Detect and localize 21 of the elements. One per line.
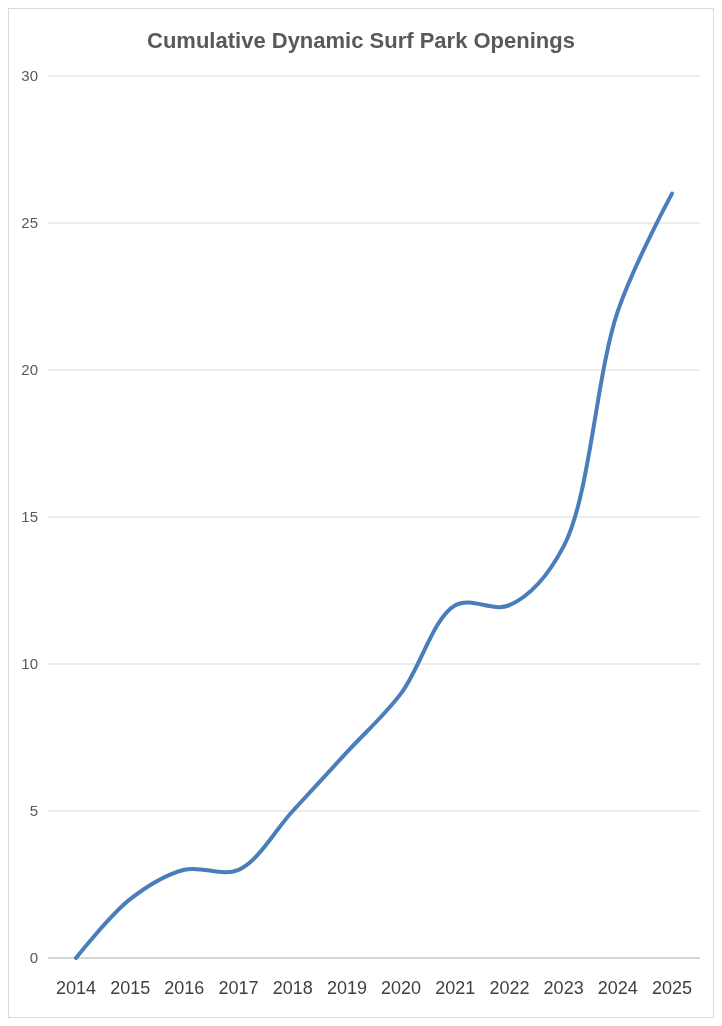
- y-tick-label: 30: [21, 67, 38, 85]
- x-tick-label: 2017: [218, 978, 259, 998]
- y-tick-label: 5: [29, 802, 38, 820]
- y-tick-label: 25: [21, 214, 38, 232]
- x-tick-label: 2024: [597, 978, 638, 998]
- y-tick-label: 15: [21, 508, 38, 526]
- x-tick-label: 2014: [55, 978, 97, 998]
- y-tick-label: 0: [29, 949, 38, 967]
- x-tick-label: 2022: [489, 978, 530, 998]
- chart-title: Cumulative Dynamic Surf Park Openings: [147, 28, 575, 53]
- x-tick-label: 2020: [381, 978, 422, 998]
- x-tick-label: 2025: [651, 978, 693, 998]
- x-tick-label: 2023: [543, 978, 584, 998]
- x-tick-label: 2015: [110, 978, 151, 998]
- x-tick-label: 2019: [326, 978, 367, 998]
- y-tick-label: 10: [21, 655, 38, 673]
- x-tick-label: 2018: [272, 978, 313, 998]
- x-tick-label: 2016: [164, 978, 205, 998]
- line-series: [74, 191, 674, 960]
- y-tick-label: 20: [21, 361, 38, 379]
- x-tick-label: 2021: [435, 978, 476, 998]
